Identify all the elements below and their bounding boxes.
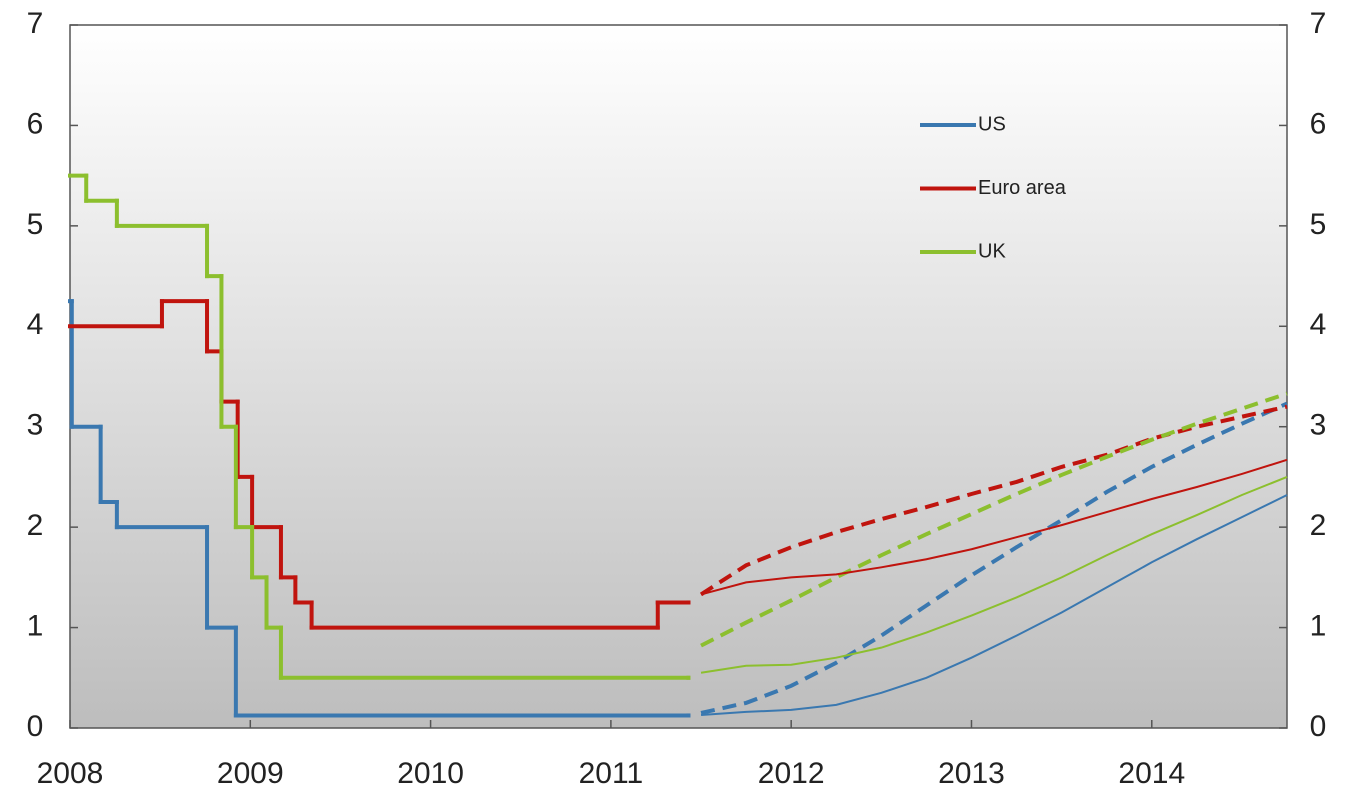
legend-label: UK xyxy=(978,240,1006,262)
x-tick-label: 2008 xyxy=(37,757,104,790)
y2-tick-label: 4 xyxy=(1310,308,1327,341)
x-tick-label: 2009 xyxy=(217,757,284,790)
y-tick-label: 0 xyxy=(27,710,44,743)
thin-line xyxy=(700,476,1288,674)
y-tick-label: 6 xyxy=(27,107,44,140)
y2-tick-label: 6 xyxy=(1310,107,1327,140)
x-tick-label: 2014 xyxy=(1118,757,1185,790)
y-tick-label: 3 xyxy=(27,409,44,442)
x-tick-label: 2011 xyxy=(579,757,644,790)
y2-tick-label: 5 xyxy=(1310,208,1327,241)
x-tick-label: 2010 xyxy=(397,757,464,790)
x-tick-label: 2012 xyxy=(758,757,825,790)
y2-tick-label: 1 xyxy=(1310,609,1327,642)
y2-tick-label: 7 xyxy=(1310,7,1327,40)
y2-tick-label: 2 xyxy=(1310,509,1327,542)
y-tick-label: 2 xyxy=(27,509,44,542)
y-tick-label: 1 xyxy=(27,609,44,642)
y2-tick-label: 0 xyxy=(1310,710,1327,743)
dashed-line xyxy=(700,401,1288,715)
y2-tick-label: 3 xyxy=(1310,409,1327,442)
thin-line xyxy=(700,494,1288,716)
legend-label: US xyxy=(978,113,1006,135)
legend-label: Euro area xyxy=(978,177,1067,199)
dashed-line xyxy=(699,404,1288,597)
y-tick-label: 5 xyxy=(27,208,44,241)
dashed-line xyxy=(700,391,1288,648)
y-tick-label: 7 xyxy=(27,7,44,40)
thin-line xyxy=(700,458,1288,596)
plot-area xyxy=(69,24,1288,729)
y-tick-label: 4 xyxy=(27,308,44,341)
x-tick-label: 2013 xyxy=(938,757,1005,790)
